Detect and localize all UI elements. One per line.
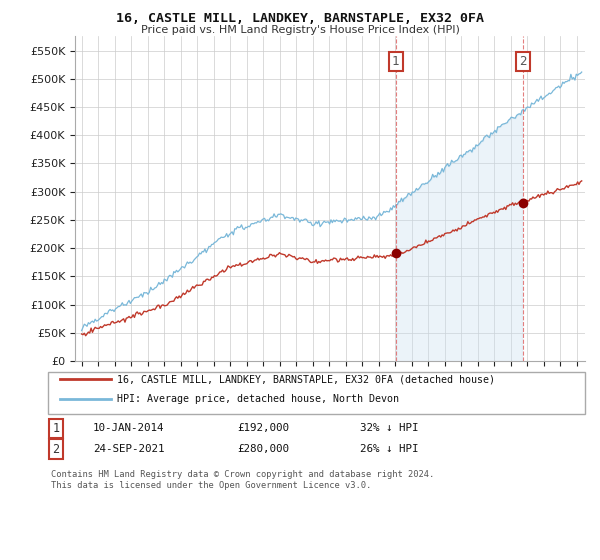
Text: 26% ↓ HPI: 26% ↓ HPI bbox=[360, 444, 419, 454]
Text: £192,000: £192,000 bbox=[237, 423, 289, 433]
Text: Price paid vs. HM Land Registry's House Price Index (HPI): Price paid vs. HM Land Registry's House … bbox=[140, 25, 460, 35]
Text: HPI: Average price, detached house, North Devon: HPI: Average price, detached house, Nort… bbox=[117, 394, 399, 404]
Text: 2: 2 bbox=[519, 55, 527, 68]
Text: 24-SEP-2021: 24-SEP-2021 bbox=[93, 444, 164, 454]
Text: £280,000: £280,000 bbox=[237, 444, 289, 454]
Text: 1: 1 bbox=[52, 422, 59, 435]
Text: 16, CASTLE MILL, LANDKEY, BARNSTAPLE, EX32 0FA: 16, CASTLE MILL, LANDKEY, BARNSTAPLE, EX… bbox=[116, 12, 484, 25]
Text: 32% ↓ HPI: 32% ↓ HPI bbox=[360, 423, 419, 433]
Text: 10-JAN-2014: 10-JAN-2014 bbox=[93, 423, 164, 433]
Text: 2: 2 bbox=[52, 442, 59, 456]
Text: Contains HM Land Registry data © Crown copyright and database right 2024.
This d: Contains HM Land Registry data © Crown c… bbox=[51, 470, 434, 490]
Text: 1: 1 bbox=[392, 55, 400, 68]
Text: 16, CASTLE MILL, LANDKEY, BARNSTAPLE, EX32 0FA (detached house): 16, CASTLE MILL, LANDKEY, BARNSTAPLE, EX… bbox=[117, 375, 495, 384]
